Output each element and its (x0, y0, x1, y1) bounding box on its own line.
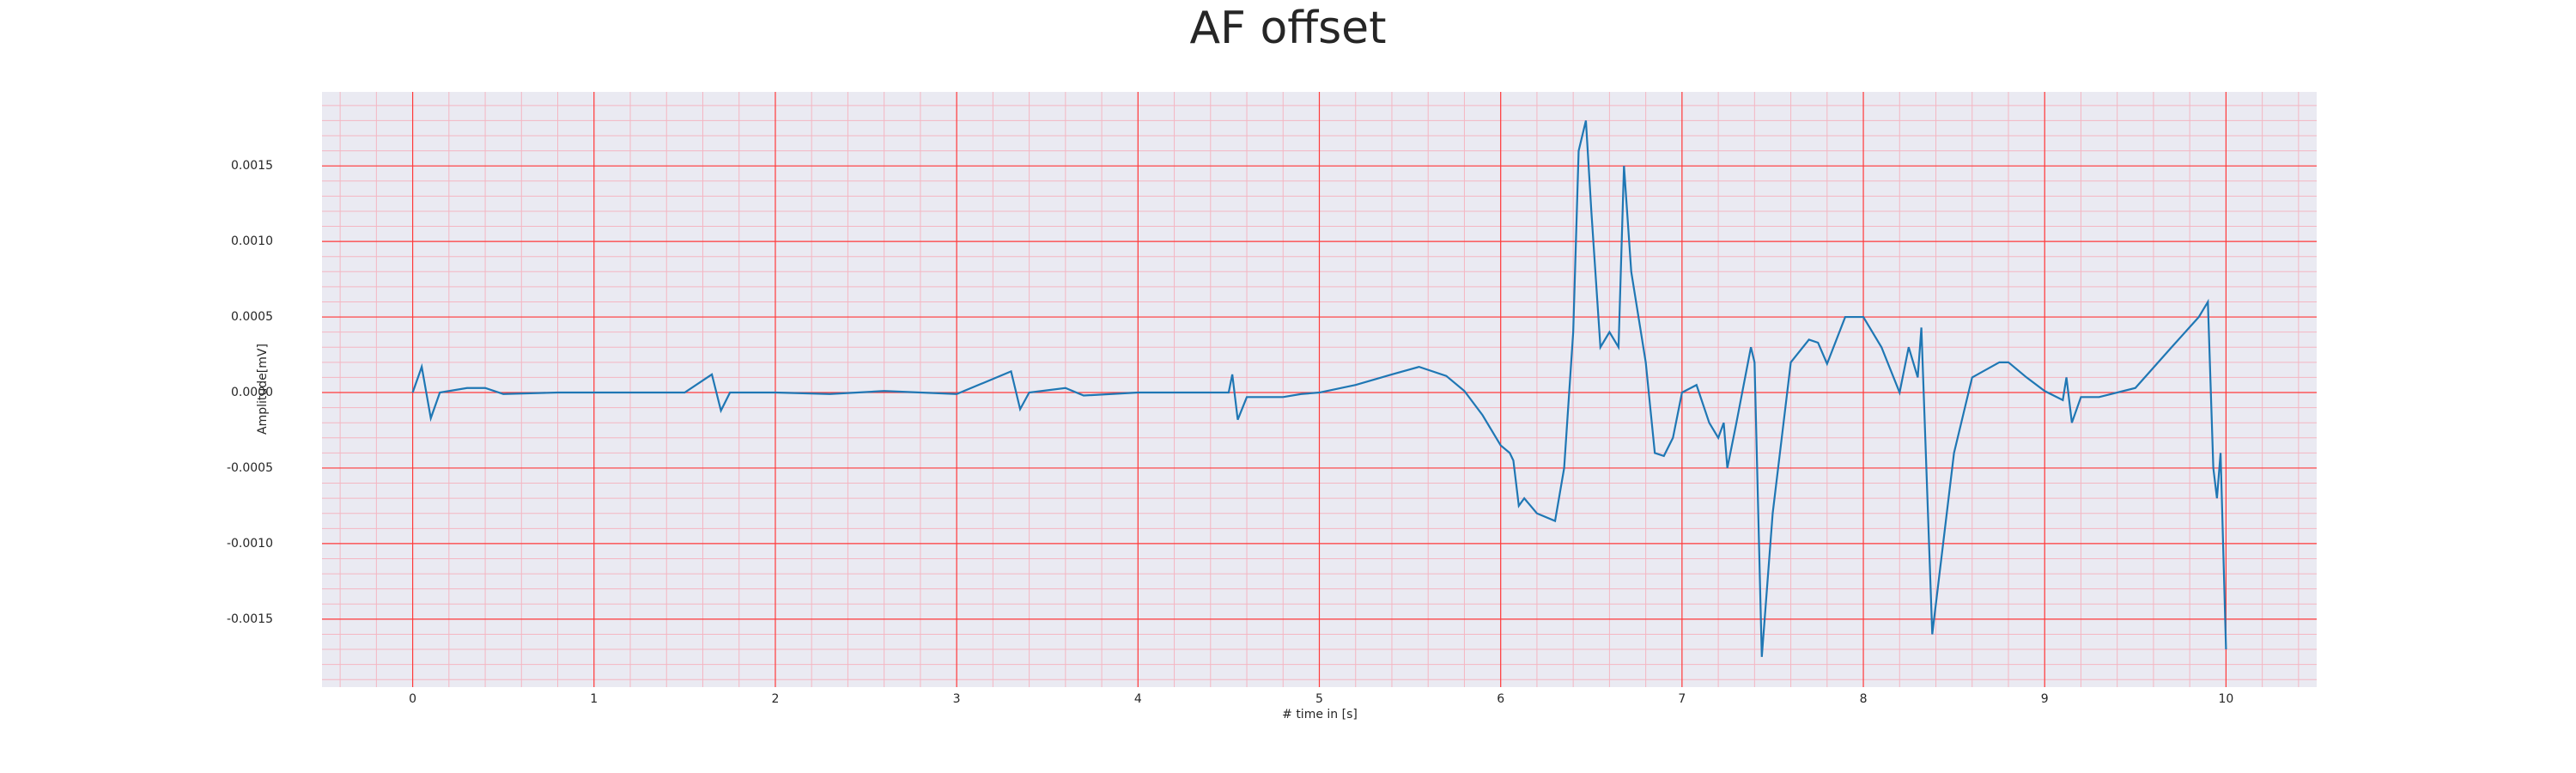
x-tick-label: 9 (2041, 692, 2049, 706)
y-tick-label: -0.0015 (227, 612, 273, 626)
y-tick-label: -0.0010 (227, 537, 273, 551)
data-line (411, 120, 2227, 657)
x-tick-label: 1 (590, 692, 598, 706)
x-tick-label: 4 (1134, 692, 1142, 706)
x-tick-label: 3 (953, 692, 961, 706)
x-tick-label: 0 (409, 692, 416, 706)
x-axis-label: # time in [s] (1282, 708, 1358, 721)
x-tick-label: 8 (1860, 692, 1868, 706)
chart-title: AF offset (1189, 3, 1386, 54)
x-tick-label: 10 (2218, 692, 2233, 706)
y-tick-label: -0.0005 (227, 461, 273, 475)
y-tick-label: 0.0000 (231, 386, 273, 399)
x-tick-label: 5 (1315, 692, 1323, 706)
x-tick-label: 2 (771, 692, 779, 706)
y-tick-label: 0.0005 (231, 310, 273, 324)
y-tick-label: 0.0015 (231, 159, 273, 173)
y-tick-label: 0.0010 (231, 234, 273, 248)
x-tick-label: 6 (1497, 692, 1504, 706)
x-tick-label: 7 (1678, 692, 1686, 706)
y-axis-label: Amplitude[mV] (256, 344, 270, 435)
